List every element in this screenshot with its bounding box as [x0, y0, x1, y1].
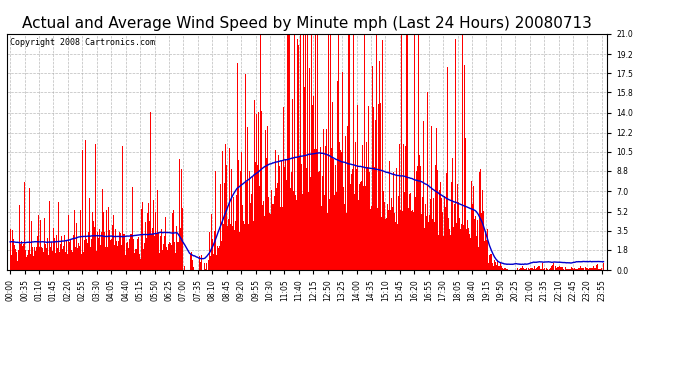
Text: Copyright 2008 Cartronics.com: Copyright 2008 Cartronics.com — [10, 39, 155, 48]
Title: Actual and Average Wind Speed by Minute mph (Last 24 Hours) 20080713: Actual and Average Wind Speed by Minute … — [22, 16, 592, 31]
